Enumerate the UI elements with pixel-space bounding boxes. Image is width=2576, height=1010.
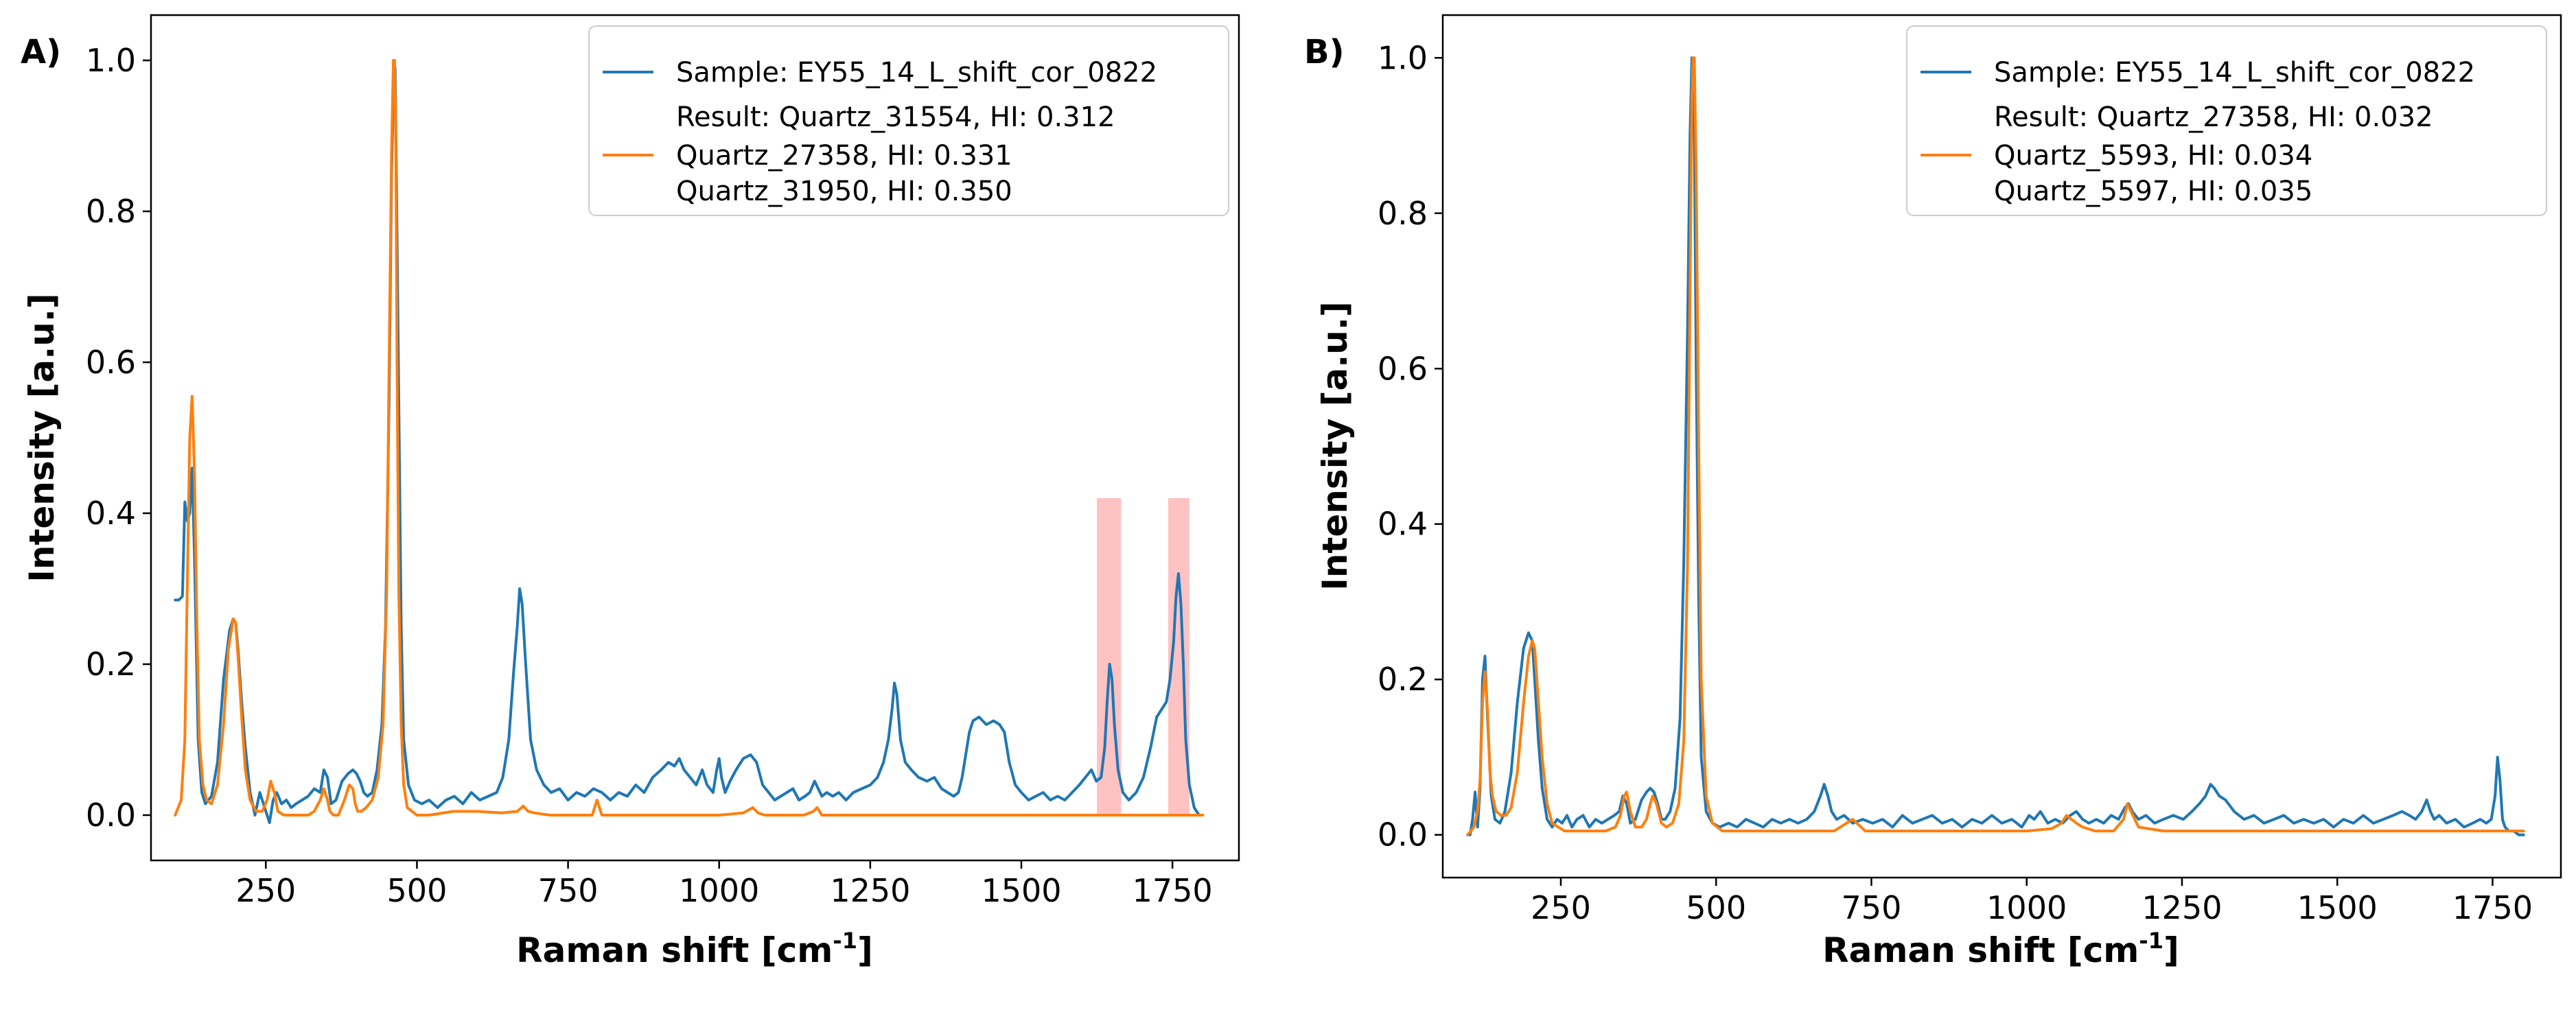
panel-b-x-ticks: 250 500 750 1000 1250 1500 1750: [1531, 878, 2533, 926]
panel-a-x-tick-label: 750: [538, 872, 599, 909]
panel-a-x-tick-label: 250: [235, 872, 296, 909]
panel-b-y-tick-label: 0.8: [1378, 195, 1428, 232]
panel-b-legend-entry-3: Quartz_5593, HI: 0.034: [1994, 140, 2312, 172]
panel-a-y-tick-label: 0.4: [86, 495, 136, 532]
panel-b-legend: Sample: EY55_14_L_shift_cor_0822 Result:…: [1906, 25, 2547, 216]
panel-a-y-tick-label: 1.0: [86, 42, 136, 79]
panel-a-y-tick-label: 0.6: [86, 344, 136, 381]
panel-a-series: [174, 59, 1205, 824]
panel-a-y-tick-label: 0.2: [86, 646, 136, 683]
panel-a-series-sample-line: [174, 67, 1205, 824]
panel-b: B) 0.0 0.2 0.4 0.6 0.8 1.0 250 500 750 1000 1250 1…: [1304, 14, 2562, 970]
panel-a-x-tick-label: 1250: [830, 872, 910, 909]
panel-a-legend-entry-3: Quartz_27358, HI: 0.331: [676, 140, 1012, 172]
panel-a-x-tick-label: 1500: [981, 872, 1061, 909]
panel-a-legend-entry-2: Result: Quartz_31554, HI: 0.312: [676, 102, 1115, 133]
panel-b-y-tick-label: 0.2: [1378, 661, 1428, 698]
panel-b-y-tick-label: 1.0: [1378, 39, 1428, 76]
panel-b-legend-entry-1: Sample: EY55_14_L_shift_cor_0822: [1994, 57, 2475, 89]
panel-a-x-axis-title-sup: -1: [833, 928, 857, 954]
panel-a-x-axis-title-main: Raman shift [cm: [516, 930, 833, 970]
panel-a-y-axis-title: Intensity [a.u.]: [22, 293, 62, 582]
panel-a-x-axis-title-end: ]: [857, 930, 873, 970]
panel-b-legend-entry-2: Result: Quartz_27358, HI: 0.032: [1994, 102, 2433, 133]
panel-a-x-axis-title: Raman shift [cm-1]: [516, 928, 873, 970]
panel-a: A) 0.0 0.2 0.4 0.6 0.8 1.0 250 500 750 1000 1250 1…: [21, 14, 1240, 970]
panel-a-x-ticks: 250 500 750 1000 1250 1500 1750: [235, 860, 1213, 909]
panel-b-label: B): [1304, 33, 1345, 71]
panel-b-x-axis-title-sup: -1: [2139, 928, 2163, 954]
panel-b-series-sample-line: [1466, 56, 2525, 836]
panel-a-legend-box: [588, 25, 1229, 216]
panel-b-x-tick-label: 1000: [1986, 889, 2067, 926]
panel-b-x-tick-label: 1500: [2297, 889, 2378, 926]
panel-a-legend-entry-4: Quartz_31950, HI: 0.350: [676, 176, 1012, 207]
panel-b-x-tick-label: 750: [1842, 889, 1902, 926]
panel-a-label: A): [21, 33, 61, 71]
panel-a-x-tick-label: 500: [387, 872, 448, 909]
panel-b-legend-entry-4: Quartz_5597, HI: 0.035: [1994, 176, 2312, 207]
panel-a-y-tick-label: 0.0: [86, 797, 136, 834]
panel-b-y-axis-title: Intensity [a.u.]: [1315, 301, 1355, 590]
panel-b-x-axis-title: Raman shift [cm-1]: [1822, 928, 2179, 970]
panel-b-legend-box: [1906, 25, 2547, 216]
panel-a-y-tick-label: 0.8: [86, 193, 136, 230]
panel-a-series-reference-line: [174, 59, 1205, 817]
panel-b-x-tick-label: 1250: [2142, 889, 2222, 926]
panel-a-x-tick-label: 1750: [1133, 872, 1213, 909]
panel-b-x-tick-label: 500: [1686, 889, 1746, 926]
panel-a-legend: Sample: EY55_14_L_shift_cor_0822 Result:…: [588, 25, 1229, 216]
panel-b-series: [1466, 56, 2525, 836]
panel-b-x-tick-label: 250: [1531, 889, 1591, 926]
panel-a-bands: [1097, 498, 1190, 817]
panel-b-x-axis-title-end: ]: [2163, 930, 2179, 970]
panel-b-y-tick-label: 0.0: [1378, 817, 1428, 854]
panel-b-x-axis-title-main: Raman shift [cm: [1822, 930, 2139, 970]
panel-b-y-tick-label: 0.4: [1378, 506, 1428, 543]
panel-b-x-tick-label: 1750: [2452, 889, 2533, 926]
panel-b-y-tick-label: 0.6: [1378, 350, 1428, 387]
panel-a-y-ticks: 0.0 0.2 0.4 0.6 0.8 1.0: [86, 42, 151, 834]
panel-a-plot-frame: [150, 14, 1240, 862]
panel-b-y-ticks: 0.0 0.2 0.4 0.6 0.8 1.0: [1378, 39, 1443, 854]
panel-a-legend-entry-1: Sample: EY55_14_L_shift_cor_0822: [676, 57, 1157, 89]
panel-b-series-reference-line: [1466, 56, 2525, 836]
panel-b-plot-frame: [1441, 14, 2562, 879]
panel-a-x-tick-label: 1000: [679, 872, 759, 909]
